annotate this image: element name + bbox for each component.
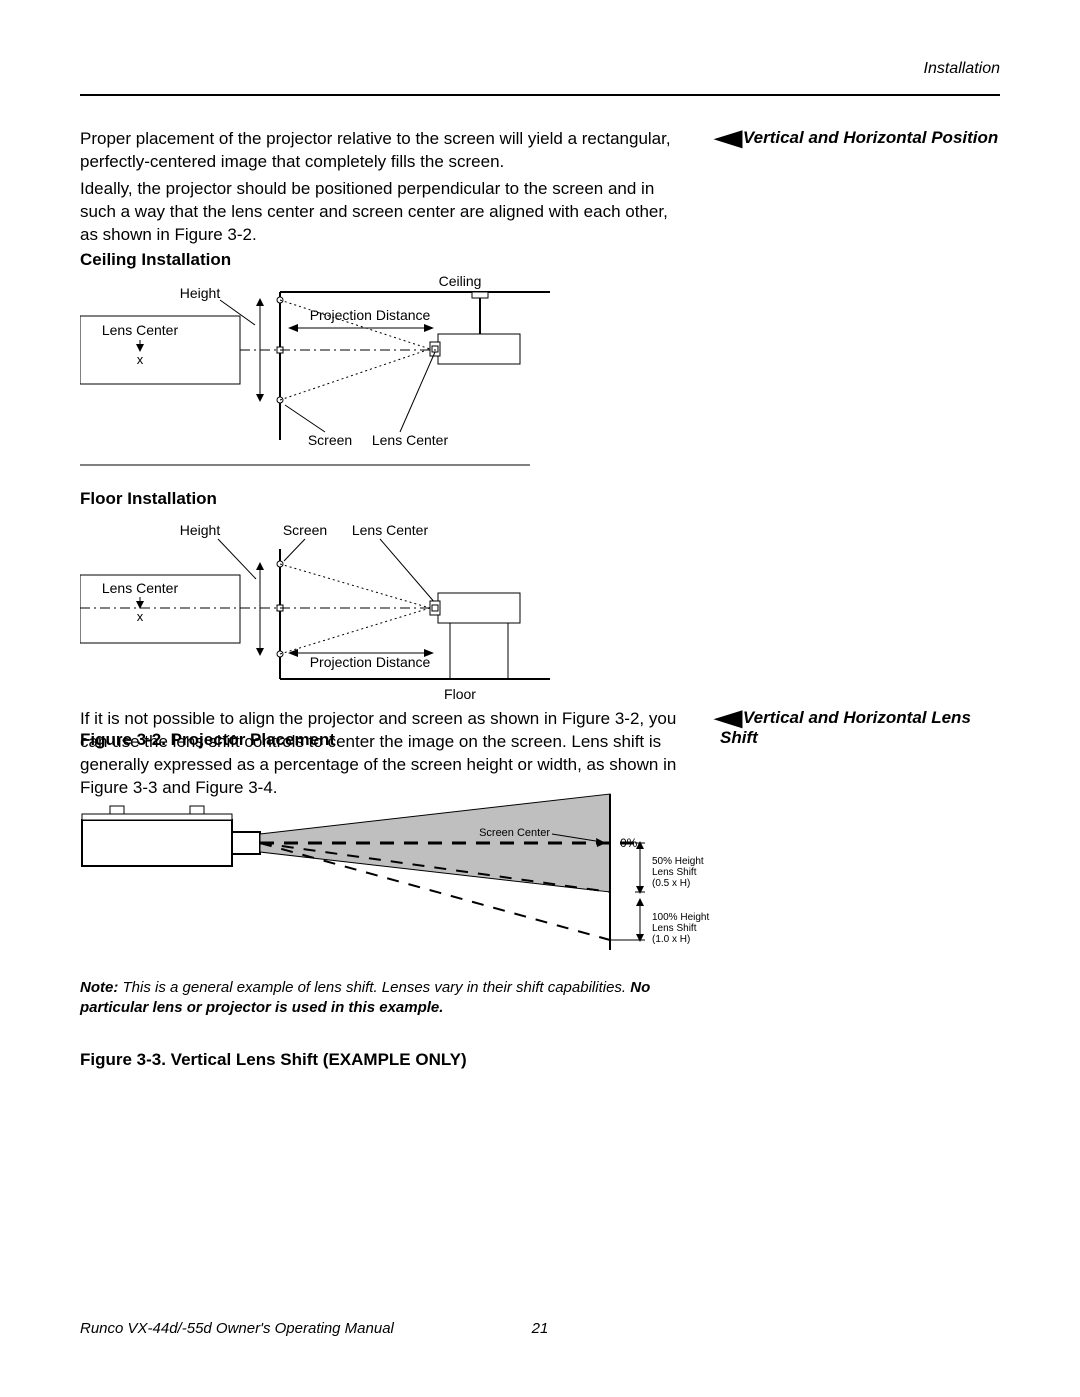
ceiling-installation-diagram: Ceiling Lens Center xyxy=(80,270,580,480)
label-lenscenter-left-f: Lens Center xyxy=(102,580,179,596)
paragraph-2: Ideally, the projector should be positio… xyxy=(80,178,690,247)
label-proj-dist: Projection Distance xyxy=(310,307,431,323)
figure-3-3-diagram: Screen Center 0% 50% Height Lens Shift (… xyxy=(80,780,720,970)
ceiling-installation-title: Ceiling Installation xyxy=(80,250,600,270)
label-lens-center-bottom: Lens Center xyxy=(372,432,449,448)
label-100-2: Lens Shift xyxy=(652,923,697,934)
floor-installation-title: Floor Installation xyxy=(80,489,600,509)
footer: Runco VX-44d/-55d Owner's Operating Manu… xyxy=(80,1320,1000,1337)
label-lens-center-left: Lens Center xyxy=(102,322,179,338)
label-50-2: Lens Shift xyxy=(652,867,697,878)
label-100-1: 100% Height xyxy=(652,912,709,923)
label-ceiling: Ceiling xyxy=(439,273,482,289)
label-50-3: (0.5 x H) xyxy=(652,878,690,889)
label-height: Height xyxy=(180,285,221,301)
sidebar-heading-position: ◀Vertical and Horizontal Position xyxy=(720,128,1000,148)
footer-page-number: 21 xyxy=(532,1320,549,1337)
label-100-3: (1.0 x H) xyxy=(652,934,690,945)
sidebar-2-text: Vertical and Horizontal Lens Shift xyxy=(720,708,971,747)
floor-installation-diagram: Height Screen Lens Center Lens Center x xyxy=(80,509,580,719)
label-x: x xyxy=(137,352,144,367)
figure-3-3-caption: Figure 3-3. Vertical Lens Shift (EXAMPLE… xyxy=(80,1050,467,1070)
figure-3-3-note: Note: This is a general example of lens … xyxy=(80,978,720,1019)
label-floor: Floor xyxy=(444,686,476,702)
label-screen-f: Screen xyxy=(283,522,327,538)
label-projdist-f: Projection Distance xyxy=(310,654,431,670)
label-height-f: Height xyxy=(180,522,221,538)
label-50-1: 50% Height xyxy=(652,856,704,867)
paragraph-1: Proper placement of the projector relati… xyxy=(80,128,690,174)
top-rule xyxy=(80,94,1000,96)
note-body: This is a general example of lens shift.… xyxy=(118,979,630,996)
label-lenscenter-f-top: Lens Center xyxy=(352,522,429,538)
figure-3-2-area: Ceiling Installation Ceiling xyxy=(80,240,600,750)
label-x-f: x xyxy=(137,609,144,624)
label-screen-center: Screen Center xyxy=(479,827,550,839)
note-prefix: Note: xyxy=(80,979,118,996)
footer-manual-title: Runco VX-44d/-55d Owner's Operating Manu… xyxy=(80,1320,394,1337)
sidebar-1-text: Vertical and Horizontal Position xyxy=(743,128,998,147)
label-screen-bottom: Screen xyxy=(308,432,352,448)
header-section: Installation xyxy=(924,60,1001,78)
sidebar-heading-lensshift: ◀Vertical and Horizontal Lens Shift xyxy=(720,708,1000,748)
